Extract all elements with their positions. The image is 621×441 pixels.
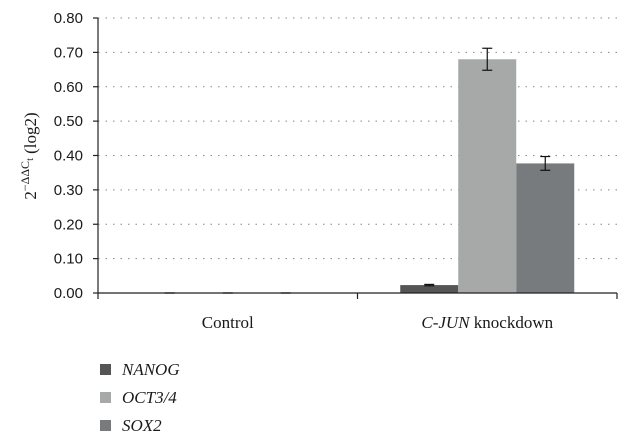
y-tick-label: 0.40 xyxy=(54,148,83,165)
x-category-label: C-JUN knockdown xyxy=(421,313,553,332)
bar-sox2 xyxy=(516,163,575,293)
x-category-label: Control xyxy=(202,313,254,332)
y-tick-label: 0.70 xyxy=(54,44,83,61)
legend-label: OCT3/4 xyxy=(122,388,177,407)
legend-label: NANOG xyxy=(121,360,180,379)
bar-nanog xyxy=(400,285,459,293)
ylabel-base: 2 xyxy=(21,191,40,200)
axes xyxy=(93,17,618,299)
y-tick-label: 0.20 xyxy=(54,216,83,233)
legend-swatch xyxy=(100,392,111,403)
y-tick-labels: 0.00 0.10 0.20 0.30 0.40 0.50 0.60 0.70 0.80 xyxy=(54,10,83,302)
ylabel-suffix: (log2) xyxy=(21,112,40,158)
ylabel-superscript: −ΔΔC xyxy=(18,161,32,191)
legend-swatch xyxy=(100,420,111,431)
y-axis-title: 2−ΔΔCt (log2) xyxy=(18,112,40,199)
y-tick-label: 0.30 xyxy=(54,182,83,199)
legend-swatch xyxy=(100,364,111,375)
ylabel-subscript: t xyxy=(25,158,36,161)
y-tick-label: 0.60 xyxy=(54,79,83,96)
legend-label: SOX2 xyxy=(122,416,162,435)
legend: NANOG OCT3/4 SOX2 xyxy=(100,360,180,435)
category-text: knockdown xyxy=(470,313,554,332)
y-tick-label: 0.00 xyxy=(54,285,83,302)
bar-oct3-4 xyxy=(458,59,517,293)
bars xyxy=(400,59,575,293)
y-tick-label: 0.80 xyxy=(54,10,83,27)
y-tick-label: 0.50 xyxy=(54,113,83,130)
x-category-labels: Control C-JUN knockdown xyxy=(202,313,554,332)
category-gene-name: C-JUN xyxy=(421,313,471,332)
y-tick-label: 0.10 xyxy=(54,251,83,268)
category-text: Control xyxy=(202,313,254,332)
